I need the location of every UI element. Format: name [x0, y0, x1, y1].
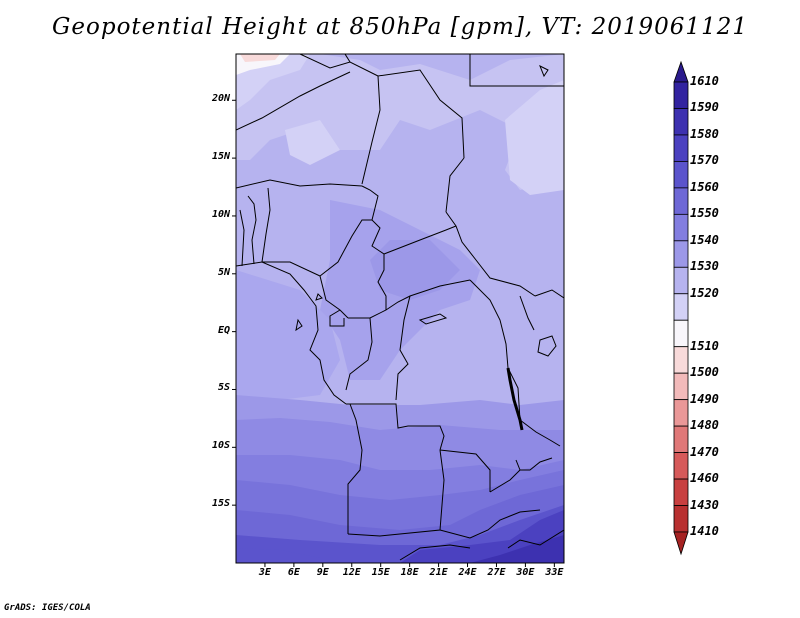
colorbar-swatch	[673, 161, 689, 189]
colorbar-label: 1480	[690, 418, 719, 433]
lat-tick-label: 15S	[211, 498, 230, 510]
lon-tick-label: 15E	[371, 567, 390, 578]
lat-tick-label: 20N	[211, 93, 230, 105]
country-borders	[236, 54, 564, 561]
colorbar-label: 1490	[690, 391, 719, 406]
colorbar-label: 1520	[690, 285, 719, 300]
colorbar-label: 1430	[690, 497, 719, 512]
colorbar-swatch	[673, 213, 689, 242]
colorbar-label: 1470	[690, 444, 719, 459]
colorbar-swatch	[673, 81, 689, 109]
axis-ticks	[232, 99, 555, 567]
colorbar-swatch	[673, 187, 689, 215]
colorbar-label: 1560	[690, 179, 719, 194]
colorbar-label: 1610	[690, 74, 719, 88]
height-field	[236, 54, 564, 563]
colorbar-label: 1540	[690, 232, 719, 247]
colorbar-swatch	[673, 134, 689, 162]
lon-tick-label: 9E	[316, 567, 329, 578]
map-frame	[235, 53, 565, 564]
colorbar-label: 1510	[690, 338, 719, 353]
colorbar-swatch	[673, 372, 689, 401]
colorbar-swatch	[673, 452, 689, 480]
lat-tick-label: 15N	[211, 151, 230, 163]
lon-tick-label: 3E	[258, 567, 271, 578]
lon-tick-label: 21E	[429, 567, 448, 578]
colorbar-swatch	[673, 319, 689, 348]
colorbar-label: 1590	[690, 100, 719, 115]
colorbar-label: 1550	[690, 206, 719, 221]
colorbar-label: 1570	[690, 153, 719, 168]
lon-tick-label: 30E	[516, 567, 535, 578]
colorbar-swatch	[673, 531, 689, 556]
colorbar-swatch	[673, 240, 689, 268]
colorbar-swatch	[673, 108, 689, 136]
map-title: Geopotential Height at 850hPa [gpm], VT:…	[52, 14, 748, 40]
colorbar-label: 1410	[690, 524, 719, 538]
colorbar-swatch	[673, 399, 689, 427]
lat-tick-label: 5N	[217, 266, 230, 278]
colorbar-swatch	[673, 478, 689, 506]
lat-tick-label: EQ	[217, 324, 230, 336]
lon-tick-label: 24E	[458, 567, 477, 578]
colorbar-swatch	[673, 60, 689, 83]
colorbar-label: 1460	[690, 471, 719, 486]
colorbar-swatch	[673, 293, 689, 321]
colorbar-swatch	[673, 266, 689, 295]
lon-tick-label: 18E	[400, 567, 419, 578]
colorbar-label: 1580	[690, 126, 719, 141]
colorbar-label: 1500	[690, 365, 719, 380]
colorbar	[673, 60, 689, 556]
lat-tick-label: 5S	[217, 382, 230, 394]
lon-tick-label: 6E	[287, 567, 300, 578]
lat-tick-label: 10S	[211, 440, 230, 452]
lon-tick-label: 27E	[487, 567, 506, 578]
colorbar-label: 1530	[690, 259, 719, 274]
colorbar-swatch	[673, 505, 689, 533]
colorbar-swatch	[673, 346, 689, 374]
grads-credit: GrADS: IGES/COLA	[4, 603, 91, 613]
lon-tick-label: 12E	[342, 567, 361, 578]
lat-tick-label: 10N	[211, 208, 230, 220]
colorbar-swatch	[673, 425, 689, 453]
lon-tick-label: 33E	[545, 567, 564, 578]
